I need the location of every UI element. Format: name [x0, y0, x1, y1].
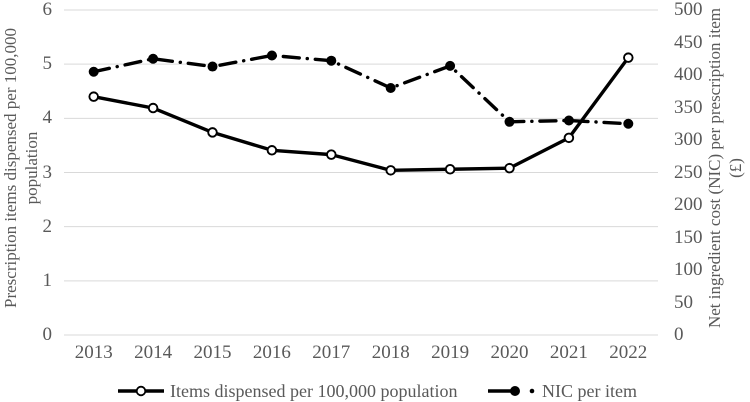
y-axis-left-tick-4: 4 — [42, 107, 53, 129]
y-axis-right-tick-350: 350 — [674, 96, 703, 118]
legend-filled-circle-dash-dot-icon — [488, 386, 535, 396]
series-line-items-dispensed — [93, 56, 630, 173]
data-point-items-2022 — [623, 52, 634, 63]
data-point-items-2015 — [207, 127, 218, 138]
data-point-nic-2015 — [207, 61, 218, 72]
y-axis-right-tick-100: 100 — [674, 259, 703, 280]
data-point-nic-2017 — [326, 55, 337, 66]
x-axis-label-2020: 2020 — [490, 342, 529, 363]
legend-label-nic-per-item: NIC per item — [542, 381, 637, 401]
data-point-items-2017 — [326, 149, 337, 160]
data-point-items-2019 — [444, 163, 456, 175]
x-axis-label-2013: 2013 — [74, 342, 113, 363]
y-axis-right-tick-200: 200 — [674, 194, 703, 215]
y-axis-right-tick-250: 250 — [674, 161, 703, 183]
x-axis-label-2016: 2016 — [252, 342, 291, 363]
legend-open-circle-line-icon — [118, 385, 164, 397]
data-point-nic-2022 — [623, 118, 634, 129]
y-axis-right-tick-300: 300 — [674, 129, 703, 150]
data-point-items-2016 — [266, 145, 278, 156]
data-point-items-2020 — [504, 162, 515, 174]
y-axis-left-tick-3: 3 — [42, 161, 53, 183]
x-axis-label-2019: 2019 — [431, 342, 470, 363]
y-axis-right-tick-500: 500 — [674, 0, 703, 20]
right-axis-title-line2: (£) — [726, 158, 745, 178]
y-axis-right-tick-450: 450 — [674, 31, 703, 53]
y-axis-right-tick-400: 400 — [674, 64, 703, 85]
x-axis-label-2014: 2014 — [134, 342, 173, 363]
right-axis-title-line1: Net ingredient cost (NIC) per prescripti… — [705, 7, 724, 329]
y-axis-left-tick-6: 6 — [42, 0, 53, 20]
x-axis-label-2015: 2015 — [193, 342, 232, 363]
y-axis-left-tick-2: 2 — [42, 215, 53, 237]
data-point-nic-2016 — [266, 50, 277, 61]
data-point-items-2021 — [563, 132, 575, 144]
right-axis-title: Net ingredient cost (NIC) per prescripti… — [704, 0, 748, 353]
data-point-items-2018 — [385, 165, 396, 176]
data-point-nic-2013 — [88, 66, 99, 77]
y-axis-right-tick-150: 150 — [674, 226, 703, 248]
legend-item-items-dispensed: Items dispensed per 100,000 population — [118, 381, 457, 401]
data-point-items-2013 — [88, 91, 99, 102]
legend-item-nic-per-item: NIC per item — [488, 381, 637, 401]
data-point-nic-2014 — [148, 53, 159, 64]
y-axis-right-tick-50: 50 — [674, 291, 693, 313]
data-point-nic-2019 — [445, 60, 456, 71]
y-axis-left-tick-1: 1 — [42, 269, 53, 291]
legend-label-items-dispensed: Items dispensed per 100,000 population — [170, 381, 458, 401]
y-axis-left-tick-0: 0 — [42, 324, 53, 345]
data-point-items-2014 — [147, 102, 159, 114]
y-axis-right-tick-0: 0 — [674, 324, 684, 345]
x-axis-label-2022: 2022 — [609, 342, 648, 363]
x-axis-label-2017: 2017 — [312, 342, 351, 363]
x-axis-label-2018: 2018 — [371, 342, 410, 363]
y-axis-left-tick-5: 5 — [42, 53, 53, 75]
data-point-nic-2018 — [385, 83, 396, 93]
x-axis-label-2021: 2021 — [549, 342, 588, 363]
data-point-nic-2020 — [504, 116, 515, 127]
data-point-nic-2021 — [563, 115, 574, 126]
series-line-nic-per-item — [91, 53, 630, 126]
